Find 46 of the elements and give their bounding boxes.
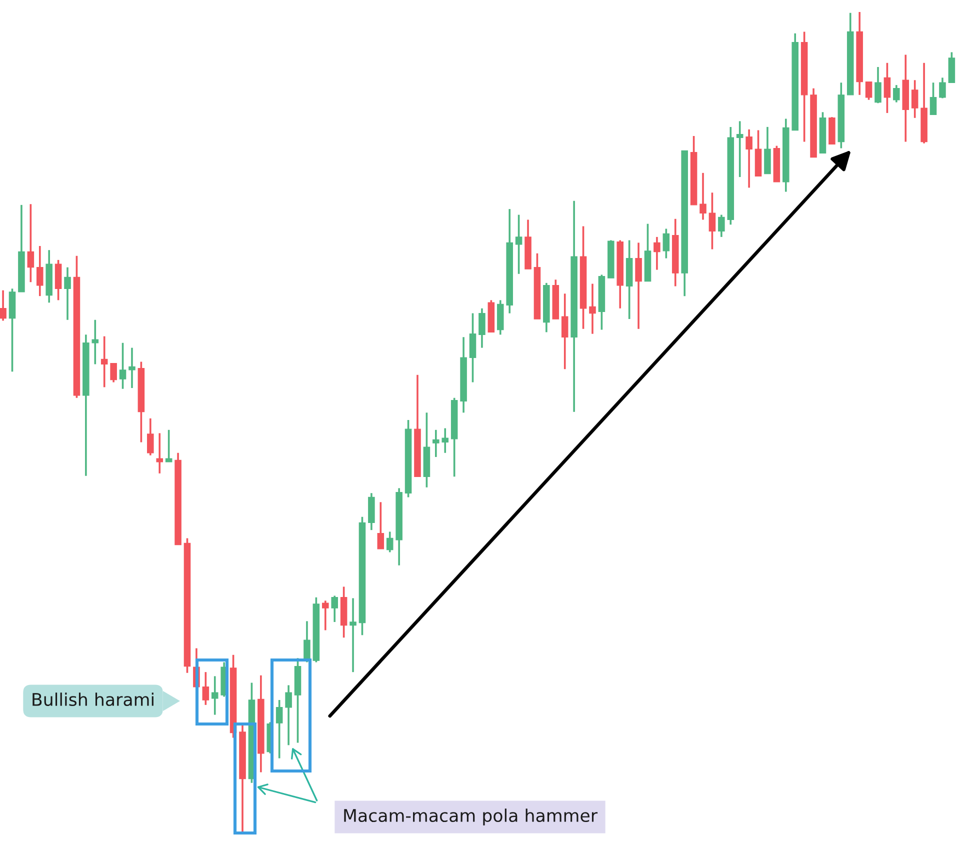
- candlestick: [718, 214, 725, 238]
- candlestick: [930, 82, 937, 116]
- candlestick: [64, 266, 71, 321]
- candlestick: [662, 228, 670, 260]
- candlestick: [700, 172, 706, 221]
- candlestick: [304, 620, 310, 664]
- candlestick: [432, 428, 440, 458]
- candlestick: [276, 699, 283, 760]
- candlestick: [865, 80, 872, 101]
- candlestick: [469, 312, 476, 384]
- candlestick: [165, 428, 172, 463]
- candlestick: [147, 417, 154, 456]
- candlestick: [128, 346, 136, 389]
- candlestick: [911, 79, 918, 119]
- candlestick: [377, 501, 384, 550]
- candlestick: [442, 427, 449, 454]
- candlestick: [119, 342, 126, 390]
- candlestick: [746, 128, 752, 189]
- candlestick: [893, 84, 900, 104]
- candlestick: [350, 597, 356, 673]
- annotation: Bullish harami: [32, 692, 154, 706]
- candlestick: [92, 318, 99, 366]
- candlestick: [0, 289, 6, 322]
- candlestick: [156, 432, 163, 474]
- candlestick: [36, 245, 44, 297]
- candlestick: [884, 62, 891, 114]
- candlestick: [478, 307, 486, 349]
- candlestick: [561, 292, 568, 370]
- candlestick: [322, 600, 329, 632]
- candlestick: [202, 671, 210, 706]
- candlestick: [874, 66, 882, 104]
- candlestick: [736, 120, 744, 178]
- candlestick: [386, 530, 394, 554]
- candlestick: [654, 236, 660, 271]
- candlestick: [635, 242, 642, 330]
- candlestick: [515, 214, 522, 275]
- candlestick: [331, 594, 338, 623]
- candlestick: [708, 192, 716, 250]
- candlestick: [27, 203, 34, 284]
- candlestick: [211, 675, 218, 716]
- candlestick: [100, 335, 108, 388]
- annotation: Macam-macam pola hammer: [344, 808, 598, 826]
- candlestick: [939, 76, 946, 100]
- candlestick: [110, 362, 117, 384]
- candlestick: [589, 282, 596, 335]
- candlestick: [285, 684, 292, 746]
